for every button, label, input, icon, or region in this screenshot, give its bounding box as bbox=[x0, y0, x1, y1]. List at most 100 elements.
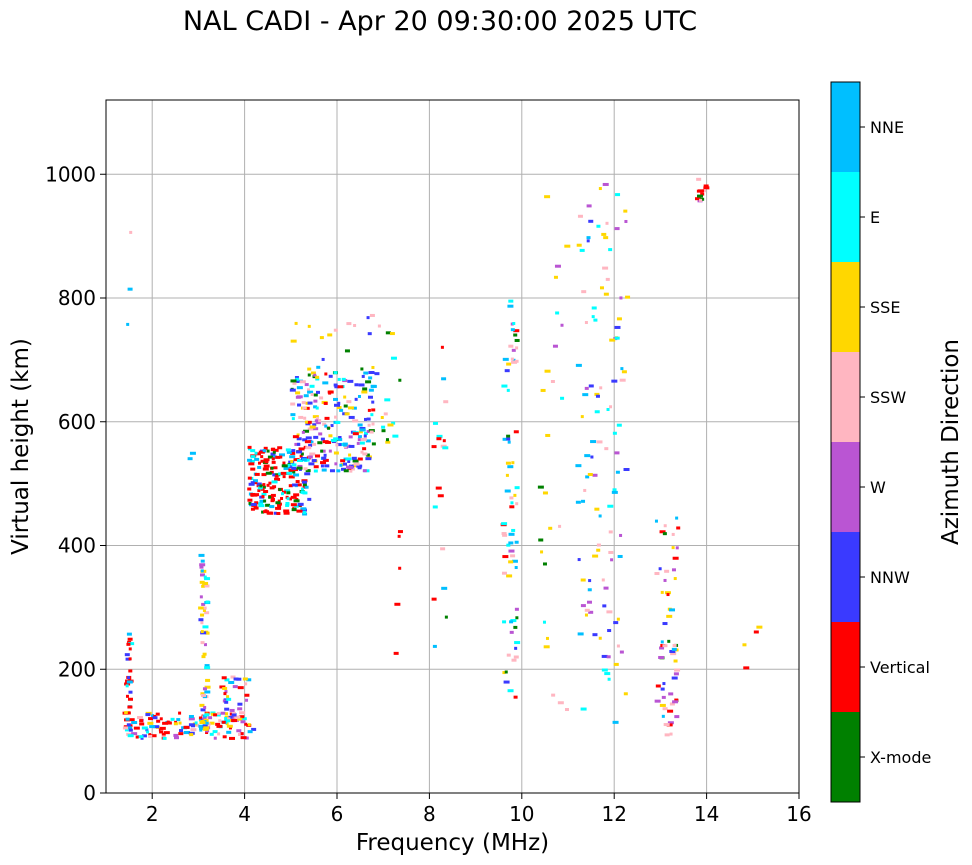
echo-point bbox=[564, 244, 571, 248]
echo-point bbox=[598, 514, 602, 518]
echo-point bbox=[585, 475, 590, 479]
echo-point bbox=[246, 678, 252, 682]
echo-point bbox=[581, 499, 586, 503]
echo-point bbox=[140, 736, 144, 740]
echo-point bbox=[322, 381, 329, 385]
echo-point bbox=[354, 383, 359, 387]
x-tick-label: 10 bbox=[509, 802, 534, 826]
echo-point bbox=[285, 501, 290, 505]
echo-point bbox=[254, 452, 261, 456]
echo-point bbox=[305, 436, 312, 440]
echo-point bbox=[257, 489, 261, 493]
echo-point bbox=[199, 703, 205, 707]
echo-point bbox=[363, 371, 369, 375]
echo-point bbox=[580, 415, 584, 419]
echo-point bbox=[250, 507, 255, 511]
echo-point bbox=[297, 464, 303, 468]
colorbar-tick-label: NNE bbox=[870, 118, 904, 137]
echo-point bbox=[614, 325, 621, 329]
echo-point bbox=[351, 406, 357, 410]
echo-point bbox=[301, 480, 307, 484]
echo-point bbox=[669, 608, 676, 612]
echo-point bbox=[250, 455, 256, 459]
echo-point bbox=[753, 630, 759, 634]
echo-point bbox=[663, 524, 667, 528]
echo-point bbox=[575, 363, 582, 367]
echo-point bbox=[512, 322, 516, 326]
echo-point bbox=[202, 727, 206, 731]
echo-point bbox=[357, 423, 363, 427]
echo-point bbox=[343, 469, 349, 473]
echo-point bbox=[141, 726, 148, 730]
echo-point bbox=[346, 322, 352, 326]
echo-point bbox=[360, 437, 367, 441]
echo-point bbox=[337, 401, 341, 405]
echo-point bbox=[365, 453, 370, 457]
echo-point bbox=[297, 483, 302, 487]
echo-point bbox=[357, 466, 362, 470]
echo-point bbox=[442, 446, 449, 450]
echo-point bbox=[581, 290, 587, 294]
echo-point bbox=[354, 397, 358, 401]
echo-point bbox=[233, 677, 239, 681]
echo-point bbox=[145, 728, 149, 732]
echo-point bbox=[305, 446, 312, 450]
echo-point bbox=[231, 713, 237, 717]
echo-point bbox=[203, 643, 207, 647]
echo-point bbox=[294, 321, 298, 325]
echo-point bbox=[262, 467, 269, 471]
echo-point bbox=[249, 459, 255, 463]
echo-point bbox=[564, 708, 569, 712]
echo-point bbox=[671, 568, 676, 572]
echo-point bbox=[125, 694, 129, 698]
echo-point bbox=[602, 182, 609, 186]
echo-point bbox=[173, 733, 179, 737]
echo-point bbox=[512, 358, 516, 362]
echo-point bbox=[362, 452, 368, 456]
echo-point bbox=[615, 470, 620, 474]
echo-point bbox=[432, 421, 438, 425]
echo-point bbox=[337, 385, 344, 389]
echo-point bbox=[348, 444, 355, 448]
echo-point bbox=[611, 379, 618, 383]
echo-point bbox=[296, 450, 303, 454]
echo-point bbox=[279, 455, 283, 459]
echo-point bbox=[327, 390, 334, 394]
echo-point bbox=[247, 476, 252, 480]
echo-point bbox=[588, 579, 592, 583]
echo-point bbox=[250, 492, 256, 496]
echo-point bbox=[162, 721, 169, 725]
echo-point bbox=[291, 463, 297, 467]
echo-point bbox=[603, 236, 609, 240]
echo-point bbox=[302, 510, 306, 514]
echo-point bbox=[509, 620, 514, 624]
echo-point bbox=[511, 528, 516, 532]
echo-point bbox=[666, 593, 670, 597]
echo-point bbox=[596, 543, 601, 547]
echo-point bbox=[263, 490, 269, 494]
echo-point bbox=[505, 461, 511, 465]
echo-point bbox=[209, 732, 214, 736]
echo-point bbox=[322, 458, 329, 462]
echo-point bbox=[237, 702, 243, 706]
echo-point bbox=[436, 437, 442, 441]
echo-point bbox=[262, 485, 266, 489]
echo-point bbox=[367, 408, 371, 412]
echo-point bbox=[308, 462, 315, 466]
echo-point bbox=[308, 444, 313, 448]
echo-point bbox=[743, 666, 750, 670]
echo-point bbox=[700, 197, 705, 201]
echo-point bbox=[513, 625, 518, 629]
echo-point bbox=[278, 488, 282, 492]
echo-point bbox=[660, 590, 664, 594]
echo-point bbox=[126, 632, 132, 636]
echo-point bbox=[224, 717, 231, 721]
echo-point bbox=[137, 716, 144, 720]
echo-point bbox=[176, 718, 181, 722]
echo-point bbox=[201, 584, 206, 588]
colorbar-tick-label: NNW bbox=[870, 568, 910, 587]
echo-point bbox=[502, 555, 509, 559]
echo-point bbox=[284, 489, 291, 493]
echo-point bbox=[263, 464, 270, 468]
echo-point bbox=[592, 554, 599, 558]
